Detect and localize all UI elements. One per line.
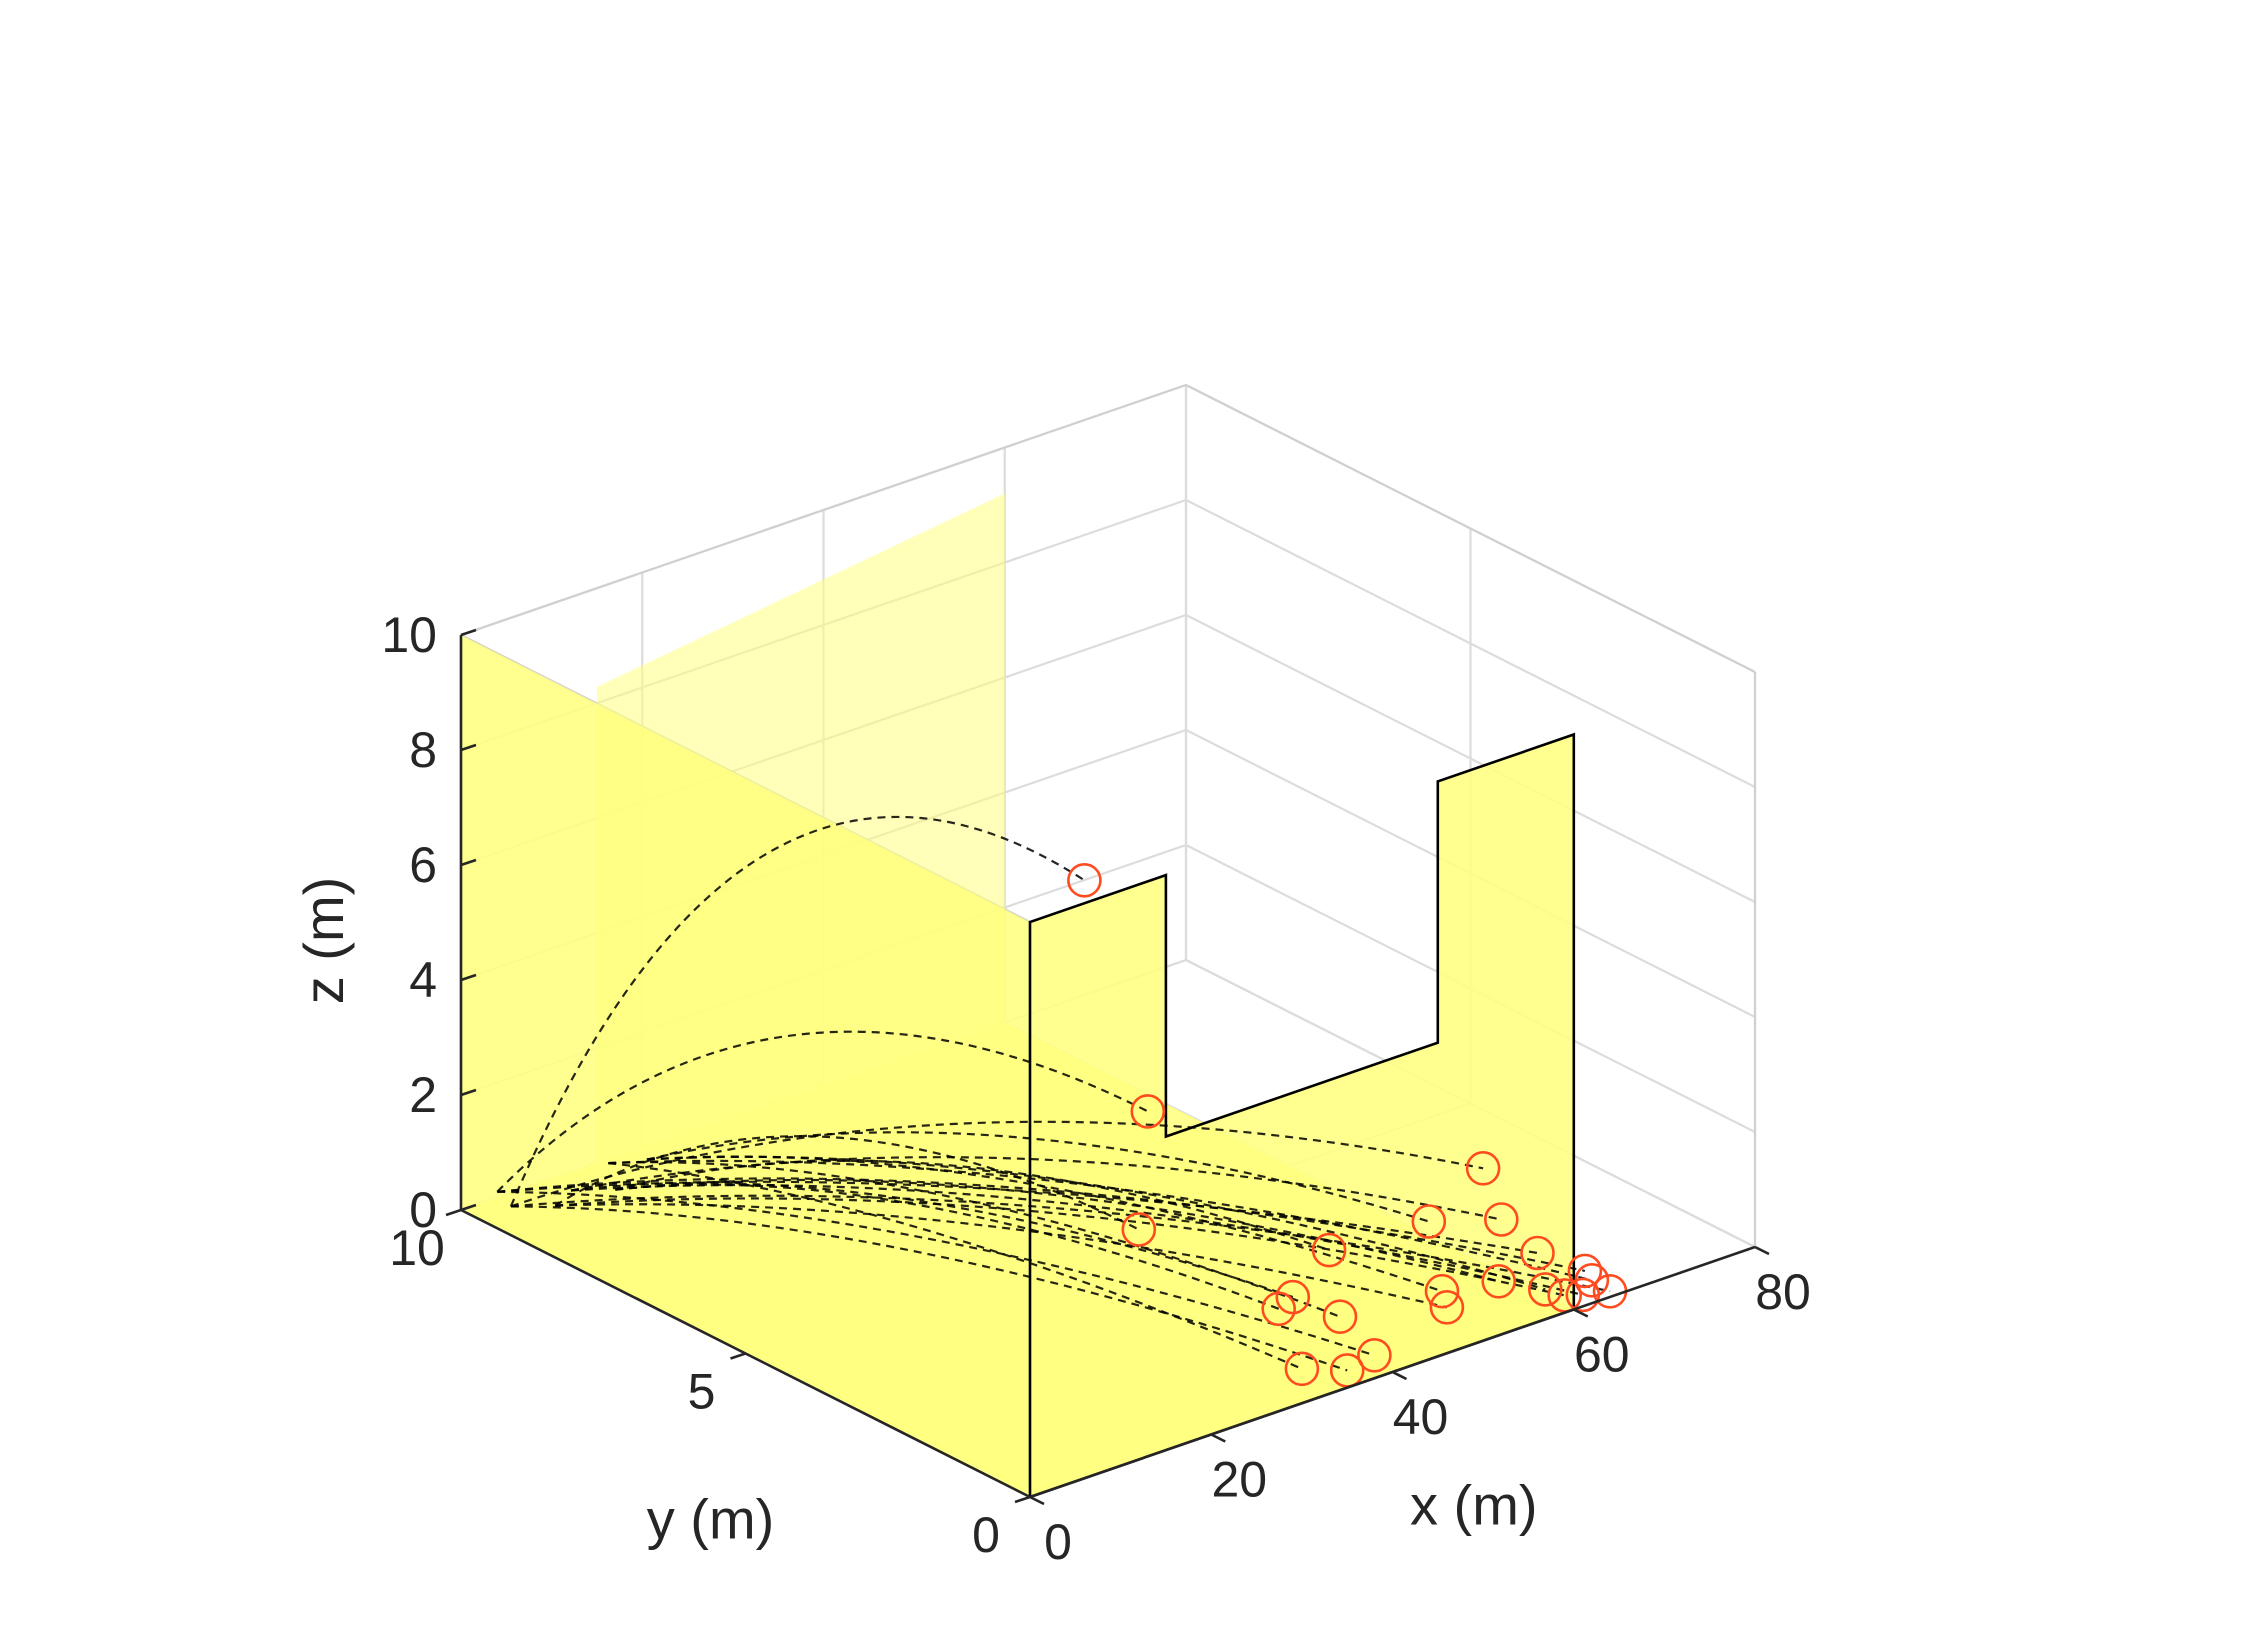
z-axis-label: z (m): [292, 877, 355, 1005]
data-point[interactable]: [1424, 1273, 1460, 1309]
trajectory: [570, 1181, 1294, 1299]
trajectory-layer: [496, 815, 1611, 1372]
data-point[interactable]: [1528, 1272, 1563, 1307]
data-point[interactable]: [1574, 1263, 1610, 1298]
data-point[interactable]: [1322, 1299, 1358, 1334]
trajectory: [510, 1120, 1484, 1208]
y-tick: [730, 1352, 746, 1360]
data-point[interactable]: [1130, 1094, 1166, 1129]
trajectory: [496, 1030, 1149, 1193]
z-tick-label: 4: [409, 952, 437, 1008]
y-tick-label: 5: [688, 1364, 716, 1420]
z-tick: [460, 858, 477, 867]
z-tick-label: 2: [409, 1067, 437, 1123]
grid-line: [1185, 614, 1756, 903]
trajectory: [615, 1183, 1280, 1310]
trajectory: [646, 1155, 1546, 1291]
trajectory: [646, 1131, 1430, 1223]
trajectory: [510, 1194, 1611, 1293]
z-tick-label: 8: [409, 722, 437, 778]
box-edge: [460, 383, 1187, 637]
data-point[interactable]: [1411, 1204, 1447, 1239]
data-point[interactable]: [1567, 1253, 1603, 1289]
marker-layer: [1067, 862, 1628, 1388]
data-point[interactable]: [1067, 862, 1102, 898]
z-tick-label: 0: [409, 1182, 437, 1238]
x-tick: [1210, 1433, 1226, 1443]
z-tick: [460, 973, 477, 982]
data-point[interactable]: [1429, 1290, 1465, 1325]
x-tick: [1754, 1245, 1770, 1256]
trajectory: [497, 1190, 1375, 1357]
trajectory: [555, 1203, 1448, 1309]
side-wall-outline: [1028, 732, 1576, 1497]
back-strip: [596, 493, 1005, 1164]
trajectory: [497, 1180, 1538, 1255]
trajectory: [510, 1205, 1348, 1372]
y-tick: [445, 1208, 462, 1217]
y-tick-label: 10: [389, 1220, 445, 1276]
grid-line: [1185, 499, 1756, 788]
x-tick-label: 80: [1755, 1264, 1811, 1320]
y-tick: [1014, 1495, 1031, 1504]
data-point[interactable]: [1465, 1151, 1501, 1186]
trajectory: [555, 1197, 1565, 1297]
axis-layer: [445, 628, 1770, 1506]
data-point[interactable]: [1484, 1202, 1519, 1237]
data-point[interactable]: [1261, 1291, 1296, 1327]
z-tick: [460, 628, 477, 637]
data-point[interactable]: [1284, 1351, 1320, 1387]
x-axis-label: x (m): [1410, 1474, 1538, 1537]
trajectory: [615, 1178, 1499, 1283]
data-point[interactable]: [1520, 1235, 1555, 1271]
trajectory: [570, 1156, 1502, 1221]
side-wall: [1030, 734, 1574, 1497]
y-axis-label: y (m): [647, 1488, 775, 1551]
trajectory: [615, 1159, 1330, 1252]
trajectory: [570, 1184, 1584, 1296]
trajectory: [608, 1159, 1593, 1282]
trajectory: [509, 815, 1085, 1207]
x-tick: [1573, 1308, 1589, 1318]
z-tick: [460, 743, 477, 752]
x-tick-label: 20: [1211, 1452, 1267, 1508]
box-edge: [1185, 384, 1756, 673]
trajectory: [608, 1161, 1341, 1318]
trajectory: [608, 1162, 1303, 1370]
y-tick-label: 0: [972, 1507, 1000, 1563]
z-tick-label: 6: [409, 837, 437, 893]
x-tick-label: 0: [1044, 1514, 1072, 1570]
data-point[interactable]: [1121, 1212, 1157, 1247]
trajectory: [497, 1177, 1586, 1272]
x-tick: [1391, 1370, 1408, 1381]
z-tick: [460, 1203, 477, 1212]
wall-layer: [461, 493, 1574, 1497]
x-tick: [1029, 1495, 1045, 1506]
x-tick-label: 40: [1393, 1389, 1449, 1445]
data-point[interactable]: [1311, 1232, 1347, 1268]
z-tick-label: 10: [381, 607, 437, 663]
z-tick: [460, 1088, 477, 1097]
x-tick-label: 60: [1574, 1327, 1630, 1383]
data-point[interactable]: [1357, 1338, 1392, 1373]
data-point[interactable]: [1481, 1264, 1516, 1299]
